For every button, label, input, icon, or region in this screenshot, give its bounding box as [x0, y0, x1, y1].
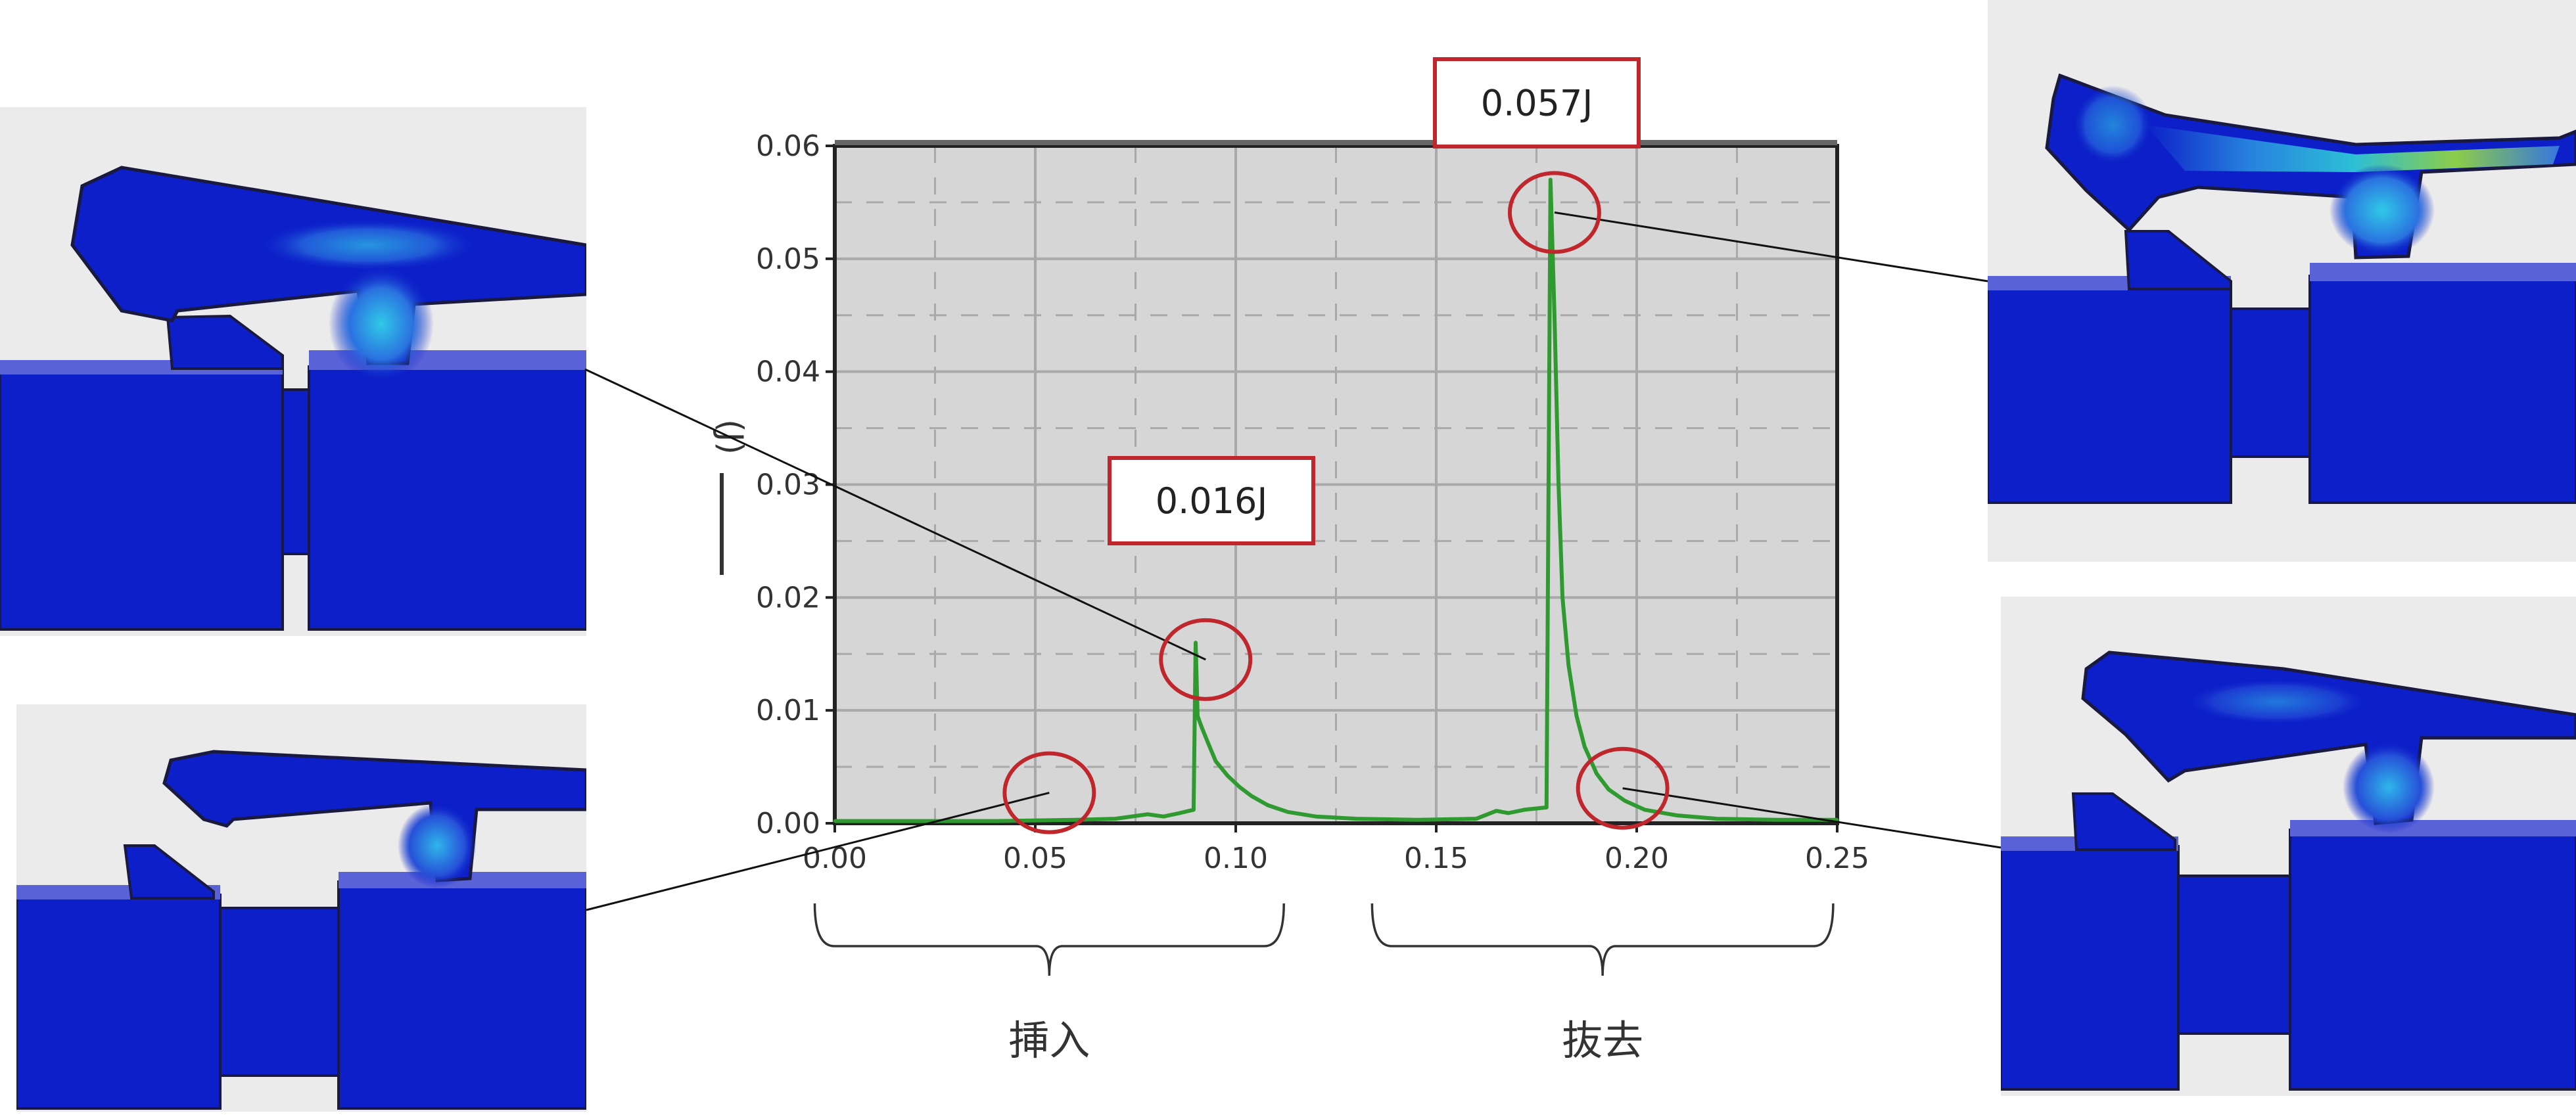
leader-line: [584, 368, 1206, 661]
snapshot-bottom-left: [16, 704, 586, 1112]
y-tick-label: 0.04: [756, 355, 820, 389]
data-point: [913, 819, 917, 823]
data-point: [1178, 811, 1182, 815]
leader-line: [586, 792, 1050, 911]
snapshot-bottom-left-image: [16, 704, 586, 1112]
x-tick-label: 0.20: [1604, 842, 1669, 875]
x-tick-label: 0.15: [1404, 842, 1468, 875]
leader-lines: [584, 211, 2002, 911]
data-point: [1606, 787, 1610, 791]
y-tick-label: 0.06: [756, 129, 820, 163]
snapshot-top-right-image: [1988, 0, 2576, 562]
x-tick-label: 0.10: [1204, 842, 1268, 875]
data-point: [1595, 771, 1599, 775]
data-point: [1553, 313, 1557, 317]
phase-label: 抜去: [1562, 1016, 1643, 1064]
data-point: [1238, 785, 1242, 789]
callout-box: [1433, 57, 1641, 148]
data-point: [1286, 810, 1290, 814]
data-point: [1545, 806, 1549, 809]
data-point: [1214, 759, 1217, 763]
snapshot-bottom-right: [2001, 597, 2576, 1096]
y-tick-label: 0.01: [756, 694, 820, 727]
data-point: [1146, 812, 1150, 816]
data-point: [1196, 714, 1200, 718]
highlight-circle: [1002, 751, 1096, 834]
highlight-circle: [1159, 618, 1253, 701]
data-point: [1415, 818, 1418, 822]
data-point: [1314, 815, 1318, 819]
data-point: [1206, 740, 1209, 744]
phase-bracket: [813, 903, 1285, 976]
y-tick-label: 0.00: [756, 807, 820, 840]
data-point: [1557, 483, 1560, 486]
data-point: [993, 819, 997, 823]
data-point: [1566, 663, 1570, 667]
snapshot-top-left: [0, 107, 586, 636]
data-point: [1549, 178, 1553, 182]
data-point: [1623, 799, 1627, 803]
data-point: [1775, 818, 1779, 822]
leader-line: [1554, 211, 1988, 283]
data-point: [1113, 817, 1117, 821]
data-point: [1522, 808, 1526, 811]
data-point: [833, 819, 837, 823]
data-point: [1354, 817, 1358, 821]
leader-line: [1622, 787, 2002, 849]
data-point: [1192, 808, 1196, 811]
x-tick-label: 0.25: [1805, 842, 1869, 875]
data-point: [1250, 794, 1253, 798]
highlight-circle: [1507, 171, 1601, 254]
snapshot-top-right: [1988, 0, 2576, 562]
snapshot-bottom-right-image: [2001, 597, 2576, 1096]
data-point: [1560, 595, 1564, 599]
highlight-circles: [1002, 171, 1670, 834]
series: [833, 177, 1839, 823]
data-point: [1474, 817, 1478, 821]
value-callouts: 0.016J 0.057J: [1108, 57, 1641, 545]
data-point: [1835, 818, 1839, 822]
data-point: [1643, 808, 1647, 811]
callout-box: [1108, 456, 1315, 545]
series-line: [835, 177, 1837, 823]
y-tick-label: 0.05: [756, 242, 820, 276]
callout-value: 0.057J: [1481, 83, 1593, 124]
y-tick-label: 0.03: [756, 468, 820, 502]
data-point: [1200, 725, 1204, 729]
data-point: [1583, 744, 1587, 748]
data-point: [1073, 818, 1077, 822]
data-point: [1715, 817, 1719, 821]
phase-bracket: [1370, 903, 1835, 976]
data-point: [1507, 811, 1510, 815]
callout-value: 0.016J: [1156, 480, 1268, 522]
data-point: [1575, 714, 1578, 718]
snapshot-top-left-image: [0, 107, 586, 636]
data-point: [1675, 813, 1679, 817]
tick-labels: 0.00 0.05 0.10 0.15 0.20 0.250.000.010.020.03…: [756, 129, 1869, 875]
highlight-circle: [1576, 746, 1670, 830]
y-tick-label: 0.02: [756, 581, 820, 614]
data-point: [1161, 815, 1165, 819]
data-point: [1194, 641, 1198, 645]
x-tick-label: 0.05: [1003, 842, 1067, 875]
data-point: [1495, 809, 1498, 813]
phase-brackets: 挿入 抜去: [813, 903, 1835, 1064]
data-point: [1266, 804, 1270, 808]
data-point: [1226, 774, 1230, 778]
phase-label: 挿入: [1008, 1016, 1090, 1064]
